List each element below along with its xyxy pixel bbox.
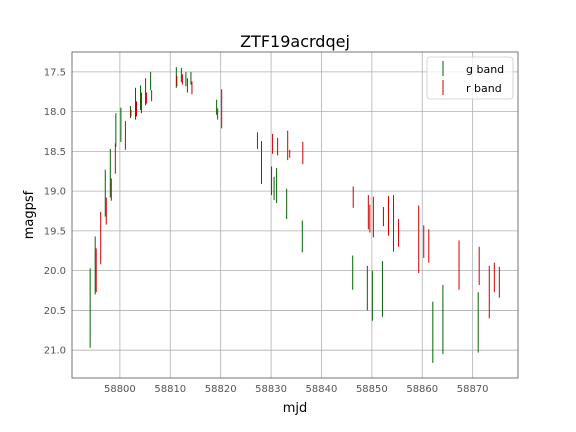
legend-box <box>426 56 514 100</box>
x-tick-labels: 58800 58810 58820 58830 58840 58850 58860 58870 <box>104 384 489 395</box>
x-tick-label: 58870 <box>457 384 489 395</box>
y-tick-label: 17.5 <box>44 67 66 78</box>
x-tick-label: 58830 <box>255 384 287 395</box>
x-tick-label: 58810 <box>154 384 186 395</box>
legend-label-g-band: g band <box>466 63 504 76</box>
y-tick-label: 19.5 <box>44 226 66 237</box>
legend: g band r band <box>426 56 514 100</box>
x-tick-label: 58840 <box>306 384 338 395</box>
x-tick-label: 58800 <box>104 384 136 395</box>
legend-label-r-band: r band <box>466 82 502 95</box>
y-tick-label: 20.5 <box>44 306 66 317</box>
error-bar-marks <box>89 67 500 363</box>
y-axis-label: magpsf <box>22 190 37 239</box>
x-tick-label: 58850 <box>356 384 388 395</box>
y-tick-label: 21.0 <box>44 346 66 357</box>
x-axis-label: mjd <box>283 401 308 416</box>
grid-lines <box>72 52 518 378</box>
chart-title: ZTF19acrdqej <box>240 32 350 51</box>
y-tick-labels: 17.5 18.0 18.5 19.0 19.5 20.0 20.5 21.0 <box>44 67 66 356</box>
x-tick-label: 58860 <box>406 384 438 395</box>
plot-frame <box>71 51 519 379</box>
y-tick-label: 19.0 <box>44 187 66 198</box>
y-tick-label: 20.0 <box>44 266 66 277</box>
y-tick-label: 18.0 <box>44 107 66 118</box>
y-tick-label: 18.5 <box>44 147 66 158</box>
x-tick-label: 58820 <box>205 384 237 395</box>
